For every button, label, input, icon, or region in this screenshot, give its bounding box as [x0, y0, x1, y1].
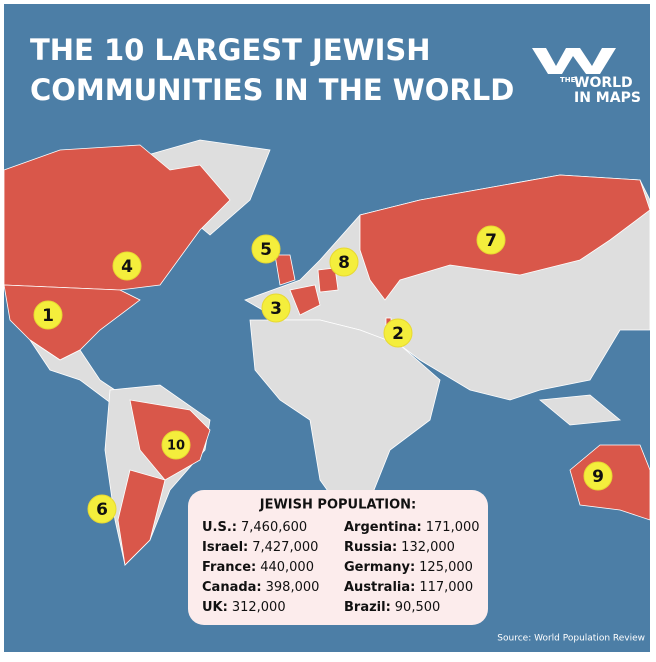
- marker-circle: [476, 225, 506, 255]
- marker-label: 3: [270, 299, 282, 319]
- legend-entry: Germany: 125,000: [344, 560, 473, 575]
- marker-circle: [87, 494, 117, 524]
- marker-circle: [112, 251, 142, 281]
- legend-name: Argentina:: [344, 520, 422, 535]
- legend-name: Australia:: [344, 580, 415, 595]
- legend-entry: Canada: 398,000: [202, 580, 319, 595]
- legend-name: Canada:: [202, 580, 262, 595]
- title-line: THE 10 LARGEST JEWISH: [30, 33, 431, 67]
- legend-name: Brazil:: [344, 600, 391, 615]
- logo: THE WORLD IN MAPS: [532, 48, 641, 106]
- marker-label: 2: [392, 324, 404, 344]
- legend-entry: Russia: 132,000: [344, 540, 455, 555]
- legend-value: 7,427,000: [252, 540, 318, 555]
- legend-entry: Israel: 7,427,000: [202, 540, 318, 555]
- southeast-asia: [539, 394, 621, 426]
- marker-label: 4: [121, 257, 133, 277]
- legend-rows: U.S.: 7,460,600 Israel: 7,427,000 France: 440…: [202, 520, 480, 615]
- legend-value: 440,000: [260, 560, 314, 575]
- legend-name: UK:: [202, 600, 228, 615]
- legend-title: JEWISH POPULATION:: [259, 498, 417, 513]
- legend-value: 117,000: [419, 580, 473, 595]
- title-line: COMMUNITIES IN THE WORLD: [30, 73, 514, 107]
- legend-value: 90,500: [395, 600, 441, 615]
- marker-circle: [261, 293, 291, 323]
- logo-mark: [532, 48, 616, 74]
- marker-circle: [33, 300, 63, 330]
- marker-circle: [583, 461, 613, 491]
- legend-entry: U.S.: 7,460,600: [202, 520, 307, 535]
- marker-circle: [329, 247, 359, 277]
- legend-name: Russia:: [344, 540, 397, 555]
- legend-name: Germany:: [344, 560, 415, 575]
- marker-label: 8: [338, 253, 350, 273]
- legend-name: Israel:: [202, 540, 248, 555]
- marker-label: 1: [42, 306, 54, 326]
- continents: [3, 139, 651, 566]
- legend-value: 312,000: [232, 600, 286, 615]
- africa: [249, 319, 441, 516]
- markers: 1 2 3 4 5 6 7 8 9 10: [33, 225, 613, 524]
- marker-label: 9: [592, 467, 604, 487]
- legend-entry: Argentina: 171,000: [344, 520, 480, 535]
- marker-label: 7: [485, 231, 497, 251]
- marker-circle: [383, 318, 413, 348]
- legend-entry: Brazil: 90,500: [344, 600, 440, 615]
- legend-value: 132,000: [401, 540, 455, 555]
- logo-text: IN MAPS: [574, 90, 641, 106]
- marker-label: 6: [96, 500, 108, 520]
- legend-name: France:: [202, 560, 256, 575]
- legend-entry: France: 440,000: [202, 560, 314, 575]
- marker-circle: [161, 430, 191, 460]
- legend-box: [188, 490, 488, 625]
- legend-value: 7,460,600: [241, 520, 307, 535]
- marker-label: 10: [167, 439, 185, 454]
- legend-name: U.S.:: [202, 520, 237, 535]
- argentina: [117, 469, 166, 566]
- source: Source: World Population Review: [497, 634, 645, 644]
- logo-text: WORLD: [574, 75, 633, 91]
- germany: [317, 267, 339, 293]
- france: [289, 284, 321, 316]
- uk: [274, 254, 296, 286]
- legend-value: 398,000: [266, 580, 320, 595]
- legend-entry: UK: 312,000: [202, 600, 286, 615]
- marker-label: 5: [260, 240, 272, 260]
- logo-text: THE: [560, 76, 576, 84]
- marker-circle: [251, 234, 281, 264]
- legend-entry: Australia: 117,000: [344, 580, 473, 595]
- legend-value: 125,000: [419, 560, 473, 575]
- legend-value: 171,000: [426, 520, 480, 535]
